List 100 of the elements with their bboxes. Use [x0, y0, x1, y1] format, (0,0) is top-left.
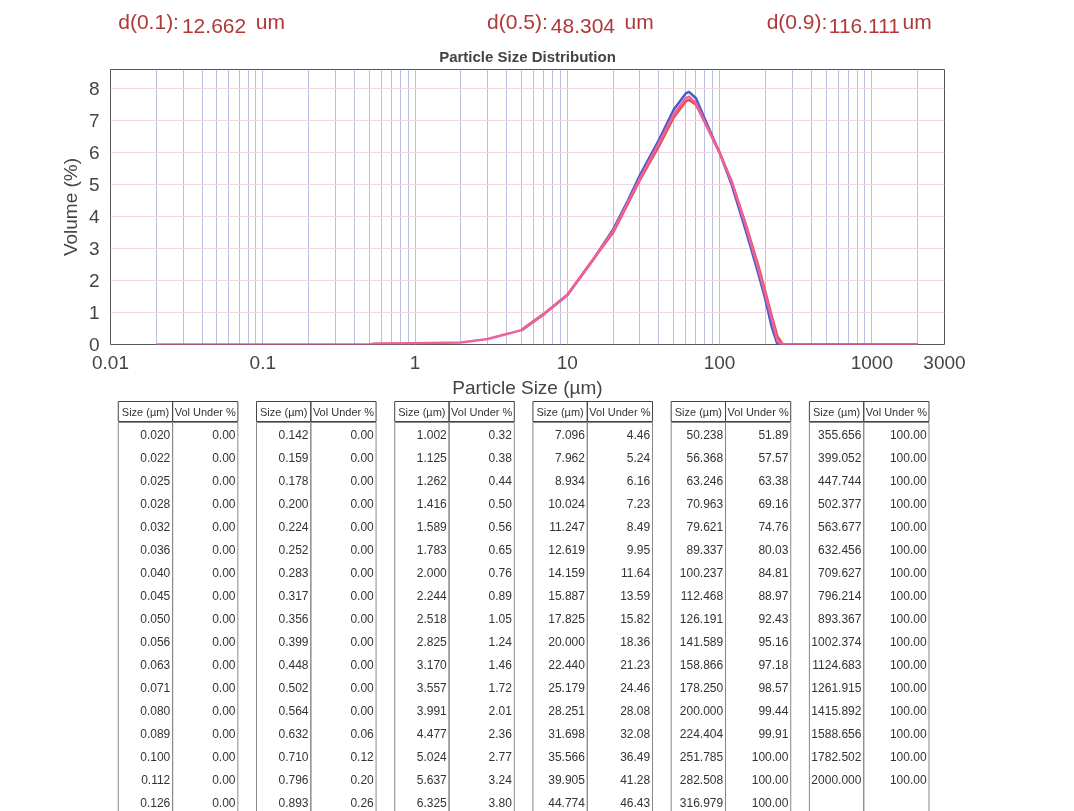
text: 0.00	[212, 704, 236, 718]
text: 0.00	[212, 612, 236, 626]
text: 100.00	[889, 750, 927, 764]
category-label: 100.237	[679, 566, 724, 580]
text: 0.44	[488, 474, 513, 488]
x-tick-label: 1	[409, 351, 421, 373]
category-label: 0.224	[278, 520, 309, 534]
category-label: 70.963	[686, 497, 724, 511]
text: Vol Under %	[312, 405, 375, 418]
category-label: 79.621	[686, 520, 724, 534]
category-label: 2.518	[416, 612, 448, 626]
category-label: 632.456	[818, 543, 862, 557]
text: 0.56	[488, 520, 513, 534]
category-label: 44.774	[548, 796, 586, 810]
category-label: 0.100	[140, 750, 171, 764]
text: 0.12	[350, 750, 375, 764]
category-label: 0.283	[278, 566, 309, 580]
category-label: 89.337	[686, 543, 724, 557]
text: 24.46	[620, 681, 651, 695]
text: 32.08	[620, 727, 651, 741]
text: 0.00	[350, 474, 375, 488]
text: 100.00	[889, 474, 927, 488]
category-label: 1782.502	[811, 750, 862, 764]
category-label: 399.052	[818, 451, 862, 465]
text: 0.00	[212, 635, 236, 649]
text: 74.76	[758, 520, 789, 534]
category-label: 141.589	[679, 635, 724, 649]
category-label: 126.191	[679, 612, 724, 626]
category-label: 893.367	[818, 612, 862, 626]
category-label: 1415.892	[811, 704, 862, 718]
text: 6.16	[626, 474, 651, 488]
category-label: 1002.374	[811, 635, 862, 649]
category-label: 4.477	[416, 727, 448, 741]
text: 0.32	[488, 428, 513, 442]
text: 15.82	[620, 612, 651, 626]
text: 100.00	[889, 612, 927, 626]
category-label: 0.022	[140, 451, 171, 465]
category-label: 1588.656	[811, 727, 862, 741]
text: 100.00	[751, 796, 789, 810]
text: 7.23	[626, 497, 651, 511]
category-label: 2.000	[416, 566, 448, 580]
text: 0.00	[350, 428, 375, 442]
text: 46.43	[620, 796, 651, 810]
text: d(0.9):	[766, 9, 828, 33]
category-label: 0.045	[140, 589, 171, 603]
category-label: 22.440	[548, 658, 586, 672]
category-label: 0.399	[278, 635, 309, 649]
x-tick-label: 0.1	[249, 351, 276, 373]
category-label: 2000.000	[811, 773, 862, 787]
category-label: 447.744	[818, 474, 862, 488]
text: 0.00	[350, 497, 375, 511]
text: 0.20	[350, 773, 375, 787]
category-label: 0.356	[278, 612, 309, 626]
text: 0.00	[350, 612, 375, 626]
text: 0.00	[212, 451, 236, 465]
category-label: 0.112	[141, 773, 171, 787]
category-label: 17.825	[548, 612, 586, 626]
category-label: 251.785	[679, 750, 724, 764]
text: Vol Under %	[451, 405, 513, 418]
text: 51.89	[758, 428, 789, 442]
category-label: 15.887	[548, 589, 586, 603]
category-label: 14.159	[548, 566, 586, 580]
text: 9.95	[626, 543, 651, 557]
category-label: 1.002	[416, 428, 448, 442]
text: 100.00	[889, 773, 927, 787]
category-label: 39.905	[548, 773, 586, 787]
text: 97.18	[758, 658, 789, 672]
text: Size (µm)	[398, 405, 446, 418]
category-label: 20.000	[548, 635, 586, 649]
category-label: 0.564	[278, 704, 309, 718]
category-label: 112.468	[680, 589, 724, 603]
text: 3.24	[488, 773, 513, 787]
category-label: 5.024	[416, 750, 448, 764]
text: 2.77	[488, 750, 513, 764]
category-label: 10.024	[548, 497, 586, 511]
text: 4.46	[626, 428, 651, 442]
text: 0.00	[350, 589, 375, 603]
category-label: 2.825	[416, 635, 448, 649]
text: d(0.1):	[118, 9, 179, 33]
text: 41.28	[620, 773, 651, 787]
text: 1.46	[488, 658, 513, 672]
text: 0.00	[350, 681, 375, 695]
text: d(0.5):	[487, 9, 548, 33]
x-tick-label: 3000	[923, 351, 966, 373]
category-label: 0.317	[278, 589, 309, 603]
text: 0.00	[350, 451, 375, 465]
text: Vol Under %	[865, 405, 927, 418]
text: 0.65	[488, 543, 513, 557]
text: 100.00	[751, 773, 789, 787]
category-label: 0.893	[278, 796, 309, 810]
category-label: 0.632	[278, 727, 309, 741]
category-label: 0.502	[278, 681, 309, 695]
category-label: 56.368	[686, 451, 724, 465]
category-label: 200.000	[679, 704, 724, 718]
category-label: 6.325	[416, 796, 448, 810]
text: 1.24	[488, 635, 513, 649]
text: 0.00	[350, 704, 375, 718]
category-label: 178.250	[679, 681, 724, 695]
category-label: 0.126	[140, 796, 171, 810]
text: 8.49	[626, 520, 651, 534]
